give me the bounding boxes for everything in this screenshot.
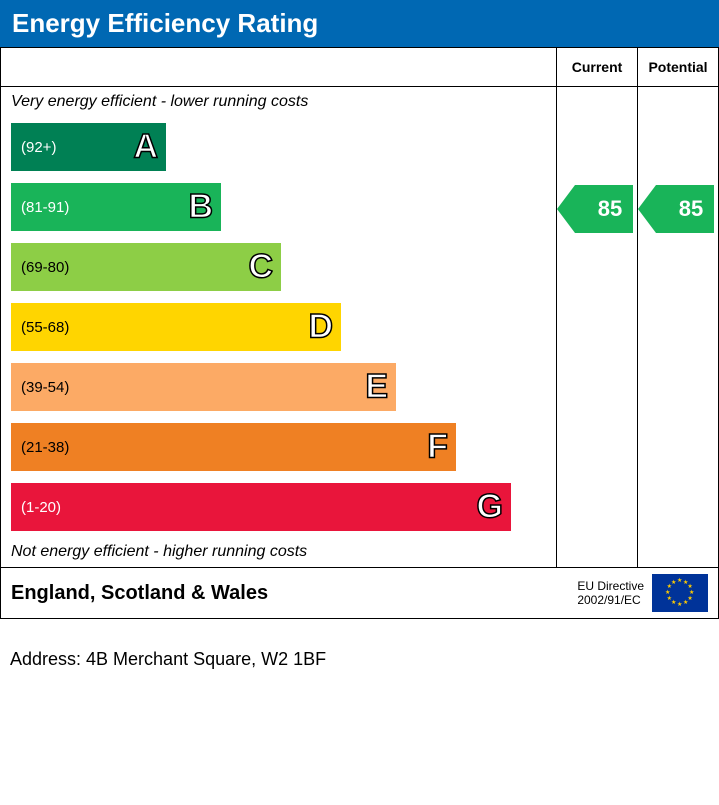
current-rating-value: 85 [598, 196, 622, 222]
header-current: Current [556, 48, 637, 86]
column-potential: 85 [637, 87, 718, 567]
band-bar-a: (92+) A [11, 123, 166, 171]
band-range-e: (39-54) [11, 379, 69, 396]
header-potential: Potential [637, 48, 718, 86]
band-range-b: (81-91) [11, 199, 69, 216]
directive-line2: 2002/91/EC [577, 593, 644, 607]
epc-container: Energy Efficiency Rating Current Potenti… [0, 0, 719, 680]
potential-rating-pointer: 85 [656, 185, 714, 233]
eu-star-icon: ★ [683, 599, 688, 606]
bars-area: Very energy efficient - lower running co… [1, 87, 718, 567]
band-range-a: (92+) [11, 139, 56, 156]
band-range-f: (21-38) [11, 439, 69, 456]
chart-box: Current Potential Very energy efficient … [0, 47, 719, 619]
directive-text: EU Directive 2002/91/EC [577, 579, 644, 608]
eu-star-icon: ★ [665, 589, 670, 596]
eu-flag-icon: ★★★★★★★★★★★★ [652, 574, 708, 612]
band-letter-d: D [308, 308, 333, 347]
band-range-d: (55-68) [11, 319, 69, 336]
header-row: Current Potential [1, 48, 718, 87]
eu-star-icon: ★ [677, 601, 682, 608]
potential-rating-value: 85 [679, 196, 703, 222]
chart-title: Energy Efficiency Rating [0, 0, 719, 47]
band-letter-a: A [133, 128, 158, 167]
band-bar-d: (55-68) D [11, 303, 341, 351]
band-letter-c: C [248, 248, 273, 287]
directive-line1: EU Directive [577, 579, 644, 593]
band-range-g: (1-20) [11, 499, 61, 516]
band-letter-b: B [188, 188, 213, 227]
eu-star-icon: ★ [667, 595, 672, 602]
band-bar-c: (69-80) C [11, 243, 281, 291]
column-current: 85 [556, 87, 637, 567]
band-letter-g: G [477, 488, 503, 527]
band-bar-e: (39-54) E [11, 363, 396, 411]
band-range-c: (69-80) [11, 259, 69, 276]
rating-columns-overlay: 85 85 [556, 87, 718, 567]
eu-star-icon: ★ [677, 577, 682, 584]
header-spacer [1, 48, 556, 86]
band-bar-b: (81-91) B [11, 183, 221, 231]
eu-star-icon: ★ [671, 579, 676, 586]
band-letter-e: E [365, 368, 388, 407]
band-letter-f: F [427, 428, 448, 467]
current-rating-pointer: 85 [575, 185, 633, 233]
region-label: England, Scotland & Wales [11, 582, 577, 605]
footer-row: England, Scotland & Wales EU Directive 2… [1, 567, 718, 618]
band-bar-g: (1-20) G [11, 483, 511, 531]
address-line: Address: 4B Merchant Square, W2 1BF [0, 619, 719, 680]
band-bar-f: (21-38) F [11, 423, 456, 471]
